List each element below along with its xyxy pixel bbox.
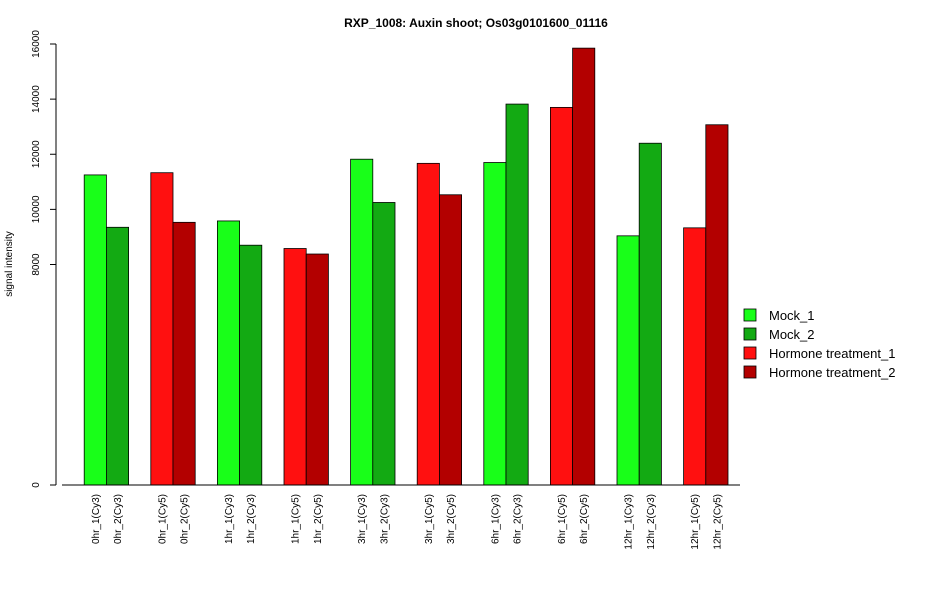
bar (505, 103, 529, 486)
bar (150, 172, 174, 486)
y-axis-label: signal intensity (4, 231, 15, 297)
x-tick-label: 6hr_2(Cy3) (513, 494, 524, 544)
bar (106, 226, 130, 486)
y-tick-label: 8000 (31, 253, 42, 276)
bar (483, 162, 507, 486)
x-tick-label: 12hr_1(Cy3) (624, 494, 635, 550)
x-tick-label: 12hr_1(Cy5) (690, 494, 701, 550)
x-tick-label: 12hr_2(Cy3) (646, 494, 657, 550)
bar (638, 142, 662, 486)
bar (438, 194, 462, 486)
x-tick-label: 12hr_2(Cy5) (712, 494, 723, 550)
bar (83, 174, 107, 486)
y-axis: 0 8000 10000 12000 14000 16000 (31, 30, 57, 488)
bar (283, 248, 307, 486)
bar (172, 221, 196, 486)
legend-label: Hormone treatment_2 (769, 365, 895, 380)
x-tick-label: 3hr_2(Cy5) (446, 494, 457, 544)
bar (350, 158, 374, 486)
x-tick-label: 1hr_1(Cy3) (224, 494, 235, 544)
bar (372, 202, 396, 486)
bar (416, 162, 440, 486)
y-tick-label: 0 (31, 482, 42, 488)
chart-title: RXP_1008: Auxin shoot; Os03g0101600_0111… (344, 16, 608, 30)
bar (239, 244, 263, 486)
bars-group (83, 47, 729, 486)
y-tick-label: 14000 (31, 85, 42, 113)
legend-swatch (743, 327, 757, 341)
y-tick-label: 12000 (31, 140, 42, 168)
x-tick-label: 3hr_2(Cy3) (379, 494, 390, 544)
bar (550, 106, 574, 486)
legend: Mock_1 Mock_2 Hormone treatment_1 Hormone t… (743, 308, 895, 380)
bar (572, 47, 596, 486)
bar (705, 124, 729, 486)
legend-swatch (743, 365, 757, 379)
legend-swatch (743, 308, 757, 322)
x-tick-label: 3hr_1(Cy3) (357, 494, 368, 544)
x-tick-label: 3hr_1(Cy5) (424, 494, 435, 544)
x-tick-label: 1hr_2(Cy3) (246, 494, 257, 544)
x-tick-label: 0hr_2(Cy5) (180, 494, 191, 544)
x-tick-label: 0hr_2(Cy3) (113, 494, 124, 544)
x-tick-label: 0hr_1(Cy5) (157, 494, 168, 544)
legend-label: Mock_2 (769, 327, 815, 342)
y-tick-label: 16000 (31, 30, 42, 58)
bar (305, 253, 329, 486)
x-tick-label: 1hr_2(Cy5) (313, 494, 324, 544)
x-tick-label: 1hr_1(Cy5) (291, 494, 302, 544)
y-tick-label: 10000 (31, 195, 42, 223)
legend-label: Hormone treatment_1 (769, 346, 895, 361)
bar (683, 227, 707, 486)
bar (216, 220, 240, 486)
x-tick-label: 6hr_1(Cy5) (557, 494, 568, 544)
x-tick-label: 6hr_1(Cy3) (490, 494, 501, 544)
legend-label: Mock_1 (769, 308, 815, 323)
x-tick-label: 0hr_1(Cy3) (91, 494, 102, 544)
bar (616, 235, 640, 486)
x-tick-label: 6hr_2(Cy5) (579, 494, 590, 544)
x-tick-labels: 0hr_1(Cy3) 0hr_2(Cy3) 0hr_1(Cy5) 0hr_2(Cy5)… (91, 494, 724, 550)
legend-swatch (743, 346, 757, 360)
